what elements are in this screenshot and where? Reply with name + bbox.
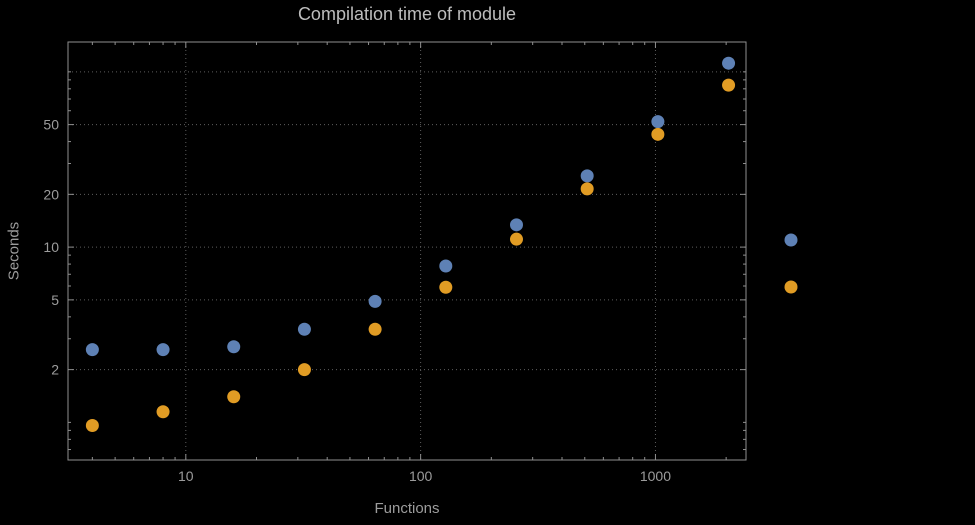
x-tick-label: 100 [409,468,433,484]
chart-title: Compilation time of module [297,4,517,24]
data-point-series-1 [297,322,311,336]
y-tick-label: 2 [51,362,59,378]
x-tick-label: 1000 [640,468,671,484]
data-point-series-1 [439,259,453,273]
plot-frame [67,41,747,461]
data-point-series-2 [509,232,523,246]
data-point-series-1 [580,169,594,183]
data-point-series-2 [722,78,736,92]
data-point-series-2 [368,322,382,336]
y-tick-label: 5 [51,292,59,308]
x-axis-label: Functions [374,500,440,517]
data-point-series-2 [439,280,453,294]
data-point-series-1 [368,294,382,308]
data-point-series-2 [651,127,665,141]
data-point-series-1 [156,343,170,357]
data-point-series-1 [722,56,736,70]
y-tick-label: 50 [43,117,59,133]
data-point-series-1 [85,343,99,357]
y-tick-label: 20 [43,186,59,202]
data-point-series-1 [509,218,523,232]
y-axis-label: Seconds [5,221,23,281]
data-point-series-2 [580,182,594,196]
x-tick-label: 10 [178,468,194,484]
legend-marker-1 [784,233,798,247]
data-point-series-1 [651,115,665,129]
y-tick-label: 10 [43,239,59,255]
data-point-series-2 [297,363,311,377]
data-point-series-1 [227,340,241,354]
legend-marker-2 [784,280,798,294]
data-point-series-2 [156,405,170,419]
data-point-series-2 [227,390,241,404]
data-point-series-2 [85,418,99,432]
